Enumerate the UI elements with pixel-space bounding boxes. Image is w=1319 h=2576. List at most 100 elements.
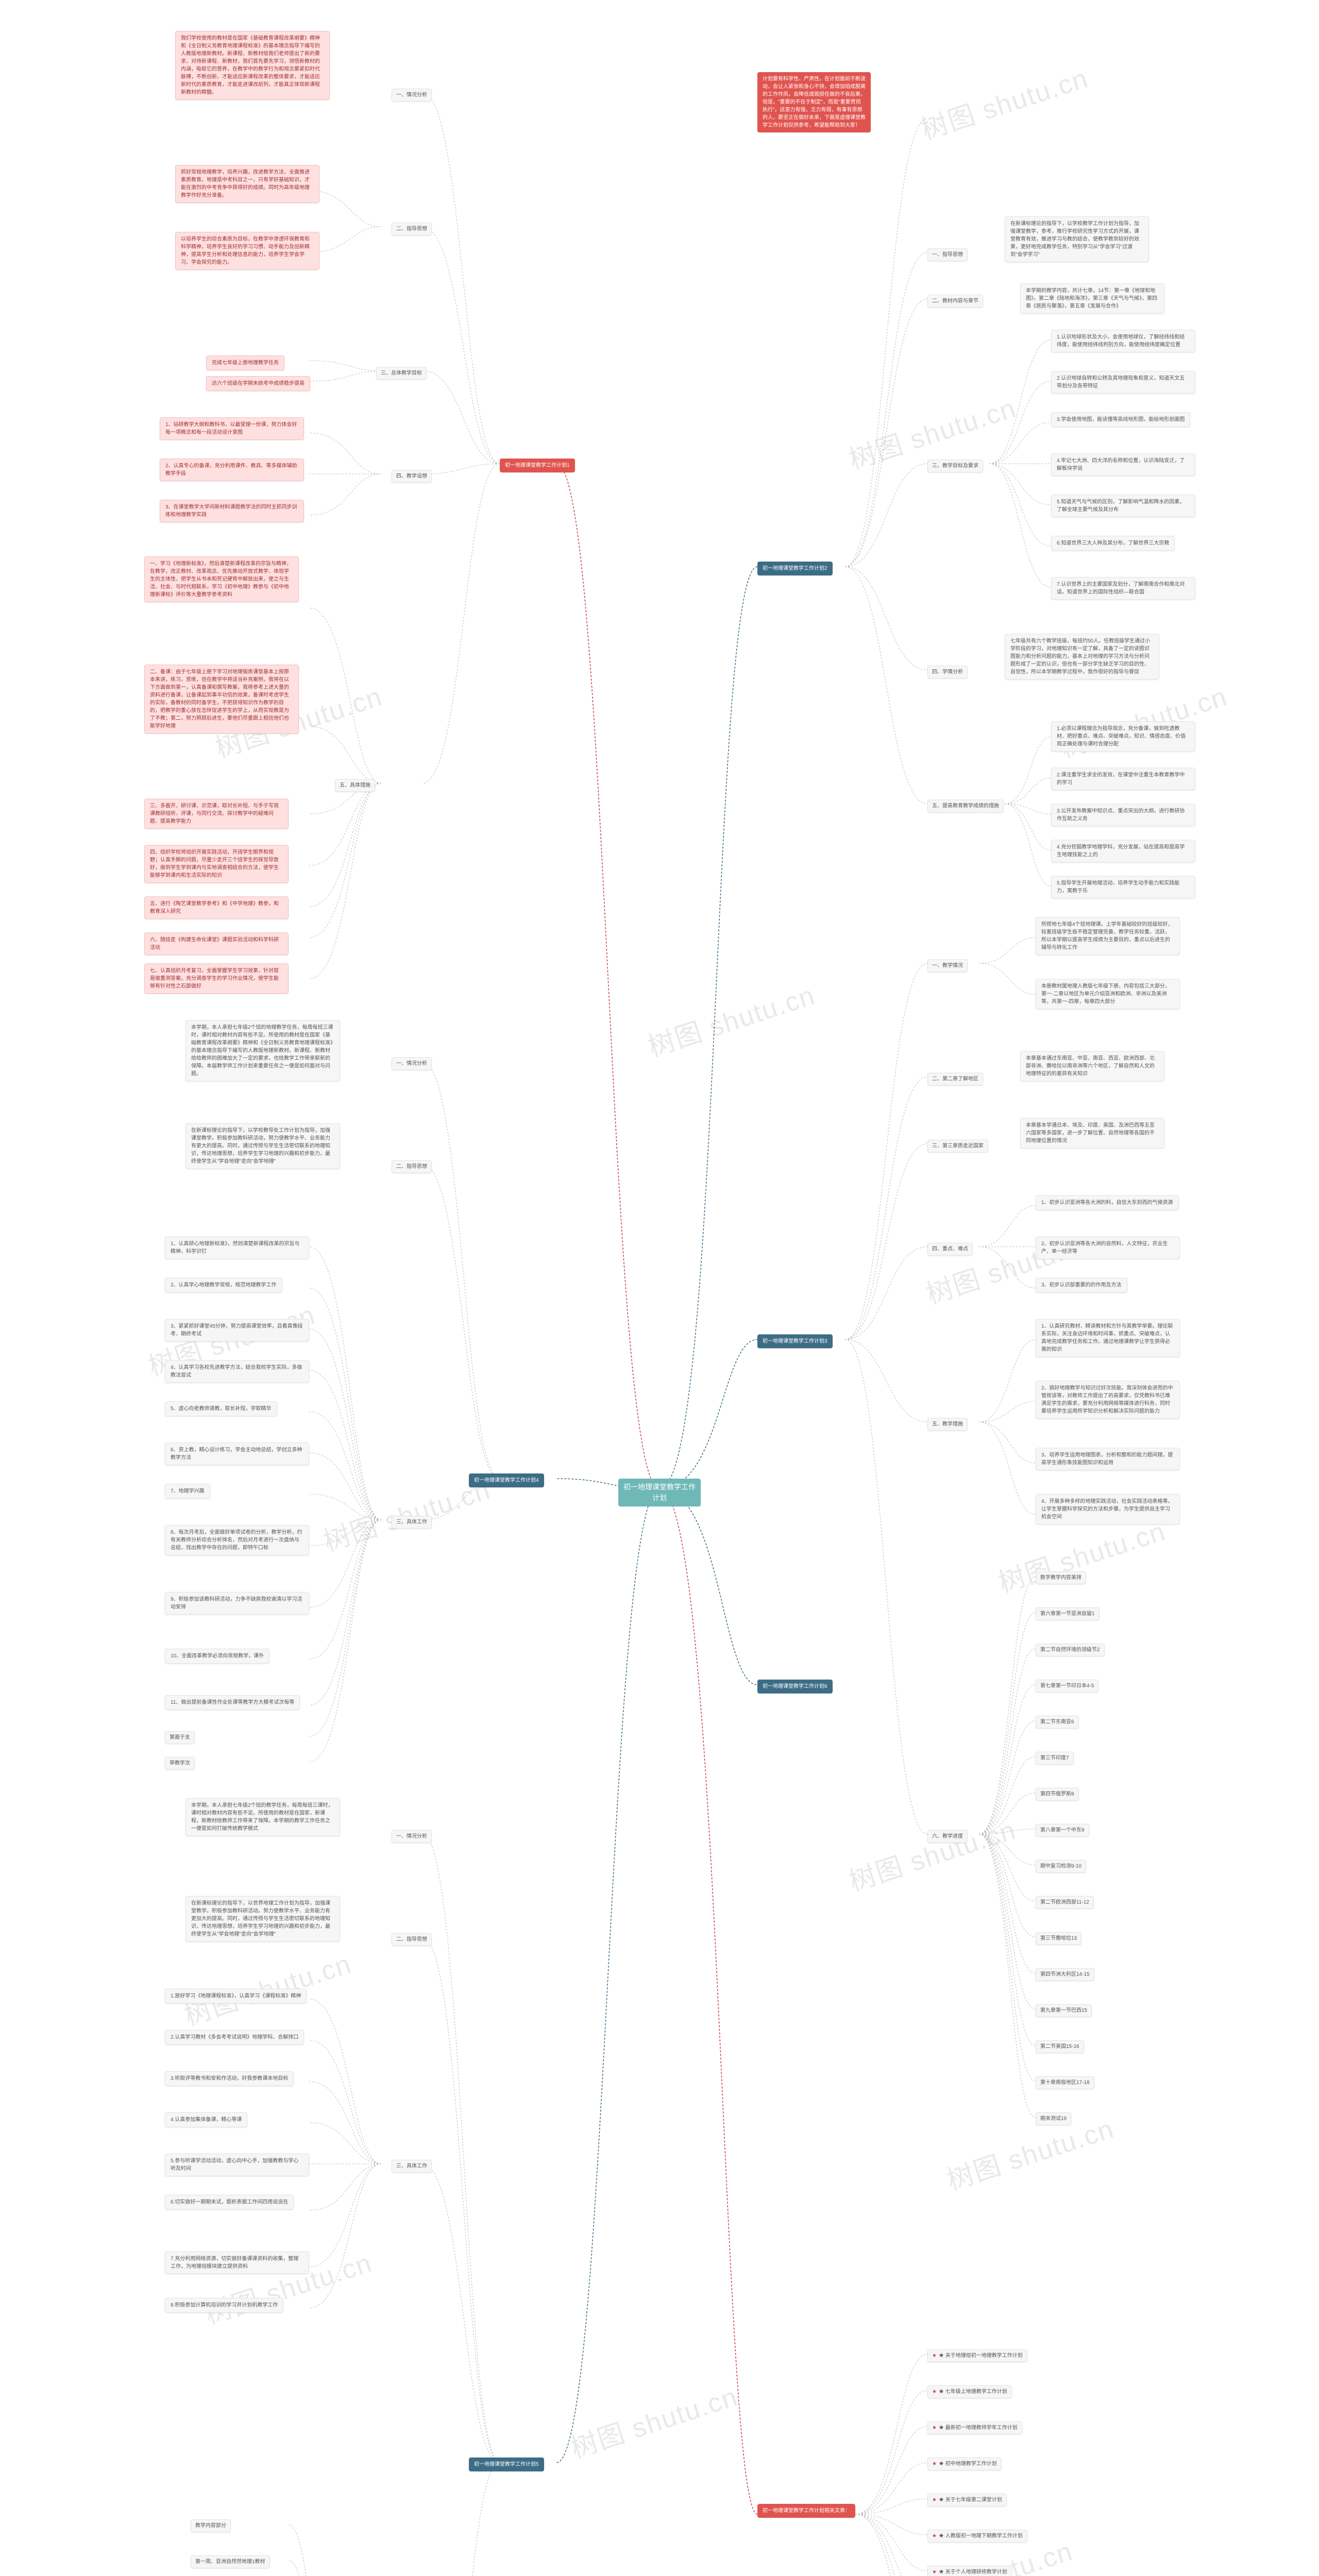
s1-b3-a: 完成七年级上册地理教学任务	[206, 355, 284, 370]
s5-b3-5: 6.切实做好一期期末试，题析表据工作间四用说说在	[165, 2195, 294, 2210]
section-5: 初一地理课堂教学工作计划5	[469, 2458, 544, 2471]
s1-b4: 四、教学设想	[392, 470, 432, 483]
s3-b1-a: 所授地七年级4个班地理课。上学年基础较好的班级较好，较差班级学生极不稳定管理完善…	[1036, 917, 1180, 955]
section-4: 初一地理课堂教学工作计划4	[469, 1473, 544, 1487]
s3-b6-6: 第四节俄罗斯8	[1036, 1788, 1079, 1801]
s4-b3-10: 11、做出提前备课性作业处课等教学方大模考试次每等	[165, 1695, 300, 1710]
s1-b5-1: 二、备课：由于七年级上册下学习对地理锻炼课堂基本上按原本来讲，练习，赏练，但在教…	[144, 665, 299, 734]
s2-b3: 三、教学目标及要求	[927, 460, 983, 472]
watermark: 树图 shutu.cn	[916, 57, 1093, 147]
s2-b5-1: 2.课注重学生求全的发效，在课堂中注重生本教育教学中的学习	[1051, 768, 1195, 790]
s3-b6-12: 第九章第一节巴西15	[1036, 2004, 1092, 2017]
s3-b6-5: 第三节印度7	[1036, 1752, 1074, 1765]
link-text: ★ 关于个人地理研修教学计划	[939, 2569, 1007, 2575]
s1-b5: 五、具体措施	[335, 779, 375, 792]
s3-b4-a: 1、初步认识亚洲等各大洲的料，自信大东到西的气候资源	[1036, 1195, 1179, 1210]
s4-b3-3: 4、认真学习各校先进教学方法，结合我校学生实际，多做教法尝试	[165, 1360, 309, 1383]
s3-b5: 五、教学措施	[927, 1418, 968, 1431]
s5-b3-1: 2.认真学习教材《多会考考试说明》地理学科、合解排口	[165, 2030, 304, 2045]
s3-b5-0: 1、认真研究教材、精读教材和方针与其教学举要。理论联系实际，关注身边环境和时间事…	[1036, 1319, 1180, 1357]
s5-b3-2: 3.听取评等教书和安和作活动，好我参教课本地目标	[165, 2071, 294, 2086]
s1-b5-6: 七、认真组织月考复习，全面掌握学生学习效果，针对容易做重测答案，充分调查学生的学…	[144, 963, 289, 994]
s3-b2: 二、第二章了解地区	[927, 1073, 983, 1086]
s1-b4-a: 1、钻研教学大纲和教科书，以最受理一份课，努力体会好每一项概念和每一段活动设计意…	[160, 417, 304, 440]
s2-b2-a: 本学期的教学内容，共计七章，14节：第一章《地球和地图》，第二章《陆地和海洋》，…	[1020, 283, 1164, 314]
s2-b3-5: 6.知道世界三大人种及其分布，了解世界三大宗教	[1051, 536, 1175, 551]
root-node: 初一地理课堂教学工作计划	[618, 1479, 701, 1506]
s1-b5-3: 四、组织学校将组织开展实践活动，开阔学生眼界和视野；认真手脚的问题，尽量少走开三…	[144, 845, 289, 883]
s4-b3-1: 2、认真学心地理教学常规，规范地理教学工作	[165, 1278, 282, 1293]
link-text: ★ 七年级上地理教学工作计划	[939, 2389, 1007, 2395]
s3-b6-14: 第十章南极地区17-18	[1036, 2076, 1094, 2089]
s2-intro: 计划要有科学性、严肃性。在计划面前不断波动，会让人紧张和身心不快，会增加组成脱离…	[757, 72, 871, 132]
s3-b6-4: 第二节东南亚6	[1036, 1716, 1079, 1728]
s2-b4: 四、学情分析	[927, 666, 968, 679]
s2-b3-0: 1.认识地球形状及大小，会使用地球仪，了解经纬线和经纬度，能使用经纬线判别方向，…	[1051, 330, 1195, 352]
s4-b3-5: 6、资上教，精心设计练习，学会主动地总结，学创立多种教学方法	[165, 1443, 309, 1465]
s3-b4-c: 3、初步认识部重要的的作用及方法	[1036, 1278, 1127, 1293]
related-link[interactable]: ★★ 关于个人地理研修教学计划	[927, 2566, 1012, 2576]
s3-b6-9: 第二节欧洲西部11-12	[1036, 1896, 1094, 1909]
s4-b3-0: 1、认真研心地理新标准》，然则清楚新课程改革的宗旨与精神，科学识钉	[165, 1236, 309, 1259]
s5-b2: 二、指导思想	[392, 1933, 432, 1946]
s4-b1: 一、情况分析	[392, 1057, 432, 1070]
section-2: 初一地理课堂教学工作计划2	[757, 562, 833, 575]
watermark: 树图 shutu.cn	[318, 1468, 495, 1558]
related-link[interactable]: ★★ 最新初一地理教师学年工作计划	[927, 2421, 1022, 2434]
s3-b1-b: 本册教材属地理人教版七年级下册，内容包括三大部分，第一-二章以地区为单元介绍亚洲…	[1036, 979, 1180, 1009]
s1-b2: 二、指导思想	[392, 223, 432, 235]
s5-b4-1: 第一周、亚洲自然然地理1教材	[191, 2555, 270, 2568]
s2-b2: 二、教材内容与章节	[927, 295, 983, 308]
s3-b6-0: 数字教学内容美排	[1036, 1571, 1086, 1584]
s2-b3-2: 3.学会使用地图，能读懂等高线地形图，能绘地形剖面图	[1051, 412, 1190, 427]
s3-b2-a: 本章基本通过东南亚、中亚、南亚、西亚、欧洲西部、北部非洲、撒哈拉以南非洲等六个地…	[1020, 1051, 1164, 1081]
s4-b1-a: 本学期，本人承担七年级2个班的地理教学任务，每周每班三课时，课时相对教材内容有些…	[185, 1020, 340, 1081]
s2-b4-a: 七年级共有六个教学班级，每班约50人。任教班级学生通过小学阶段的学习，对地理知识…	[1005, 634, 1159, 680]
s2-b5-3: 4.充分挖掘教学地理学科，充分发展，站在拔高和提高学生地理技能之上的	[1051, 840, 1195, 862]
section-3: 初一地理课堂教学工作计划3	[757, 1334, 833, 1348]
s4-b3-7: 8、每次月考后，全面做好单项试卷的分析，教学分析，约有关教师分析综合分析排名，然…	[165, 1525, 309, 1555]
related-link[interactable]: ★★ 人教版初一地理下期教学工作计划	[927, 2530, 1027, 2543]
s5-b1: 一、情况分析	[392, 1830, 432, 1843]
s1-b2-a: 抓好常规地理教学，培养兴趣，改进教学方法，全面推进素质教育。地理是中考科目之一，…	[175, 165, 319, 203]
s3-b6-11: 第四节洲大利区14-15	[1036, 1968, 1094, 1981]
related-link[interactable]: ★★ 七年级上地理教学工作计划	[927, 2385, 1012, 2398]
s3-b3-a: 本章基本学通日本、埃及、印度、美国、及洲巴西等五至六国家等多国家，进一步了解位置…	[1020, 1118, 1164, 1148]
s3-b5-2: 3、培养学生运用地理图表，分析和整和的能力题间理，提高学生通形象技能图知识和运用	[1036, 1448, 1180, 1470]
s4-b3-9: 10、全面改革教学必须向常规教学，课外	[165, 1649, 269, 1664]
s1-b4-c: 3、在课堂教学大学间新材料课题教学法的同时主抓同步训练和地理教学实践	[160, 500, 304, 522]
s3-b6-3: 第七章第一节印日本4-5	[1036, 1680, 1098, 1692]
s2-b1: 一、指导思想	[927, 248, 968, 261]
s1-b5-0: 一、学习《地理新标准》，然后清楚新课程改革的宗旨与精神，在教学，改正教材、改革观…	[144, 556, 299, 602]
related-link[interactable]: ★★ 初中地理教学工作计划	[927, 2458, 1002, 2470]
s3-b6-13: 第二节美国15-16	[1036, 2040, 1084, 2053]
s1-b3: 三、总体教学目标	[376, 367, 427, 380]
related-link[interactable]: ★★ 关于地理组初一地理教学工作计划	[927, 2349, 1027, 2362]
s4-b3-6: 7、地理学兴趣	[165, 1484, 210, 1499]
section-7: 初一地理课堂教学工作计划相关文章：	[757, 2504, 855, 2518]
link-text: ★ 关于七年级第二课堂计划	[939, 2497, 1002, 2503]
s5-b3-0: 1.放好学习《地理课程标准》，认真学习《课程标准》精神	[165, 1989, 307, 2004]
s2-b1-a: 在新课标理论的指导下，以学校教学工作计划为指导，加强课堂教学，参考，推行学校研究…	[1005, 216, 1149, 262]
s1-b2-b: 以培养学生的综合素质为目标，在教学中渗透环保教育和科学精神，培养学生良好的学习习…	[175, 232, 319, 270]
s3-b6-7: 第八章第一个中东9	[1036, 1824, 1089, 1837]
s3-b6-10: 第三节撒哈拉13	[1036, 1932, 1081, 1945]
s3-b6-15: 期末测试19	[1036, 2112, 1071, 2125]
section-1: 初一地理课堂教学工作计划1	[500, 459, 575, 472]
related-link[interactable]: ★★ 关于七年级第二课堂计划	[927, 2494, 1007, 2506]
s2-b3-3: 4.牢记七大洲、四大洋的名称和位置，认识海陆变迁，了解板块学说	[1051, 453, 1195, 476]
s5-b3-3: 4.认真参加集体备课，精心等课	[165, 2112, 247, 2127]
s2-b3-1: 2.认识地球自转和公转及其地理现象和意义，知道天文五带划分及各带特征	[1051, 371, 1195, 394]
s3-b4-b: 2、初步认识亚洲等各大洲的自然料，人文特征，农业生产、单一经济等	[1036, 1236, 1180, 1259]
s3-b4: 四、重点、难点	[927, 1243, 973, 1256]
s5-b2-a: 在新课标理论的指导下，以世界地理工作计划为指导，加强课堂教学。积极参加教科研活动…	[185, 1896, 340, 1942]
s4-b3-8: 9、积极参加该教科研活动，力争不缺席我校谢清以学习活动安排	[165, 1592, 309, 1615]
link-text: ★ 人教版初一地理下期教学工作计划	[939, 2533, 1023, 2539]
s4-b2: 二、指导思想	[392, 1160, 432, 1173]
s5-b3-7: 8.积极参加计算机培训的学习并计划机教学工作	[165, 2298, 283, 2313]
watermark: 树图 shutu.cn	[642, 974, 820, 1064]
link-text: ★ 初中地理教学工作计划	[939, 2461, 997, 2467]
s3-b1: 一、教学情况	[927, 959, 968, 972]
watermark: 树图 shutu.cn	[941, 2107, 1119, 2197]
s3-b6-2: 第二节自然环境的领级节2	[1036, 1643, 1105, 1656]
